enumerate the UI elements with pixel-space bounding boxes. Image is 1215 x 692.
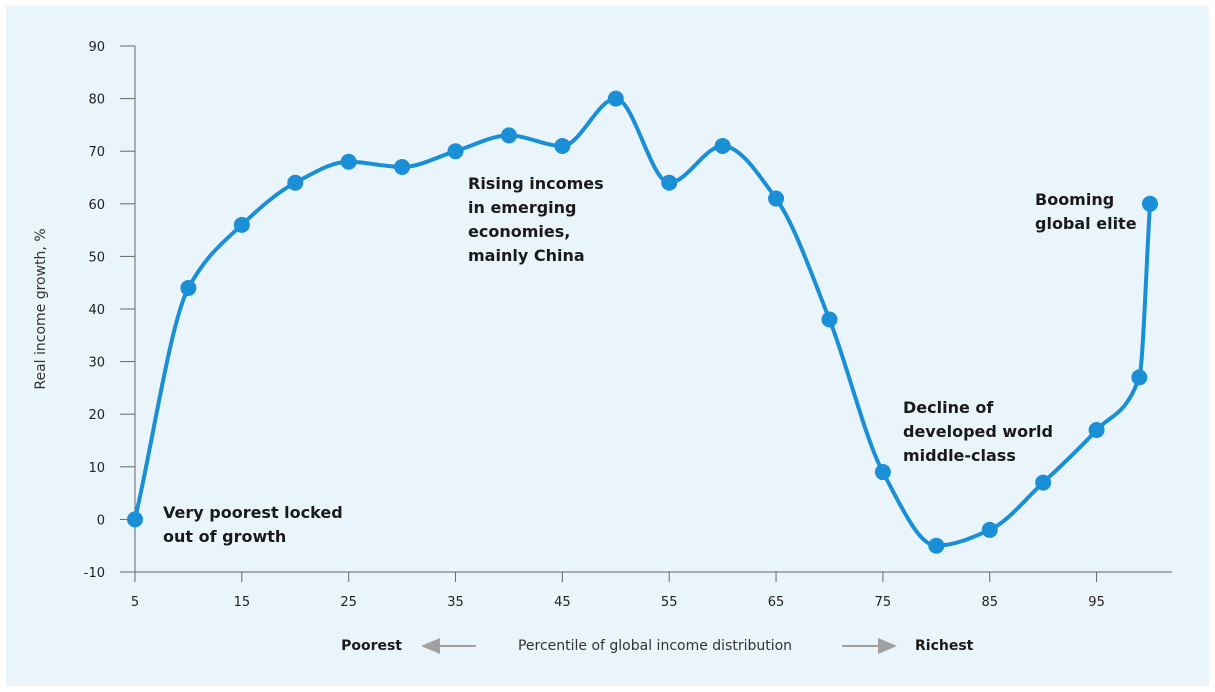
data-point [1142, 195, 1158, 212]
data-point [1088, 421, 1105, 438]
y-tick-label: 80 [88, 93, 105, 108]
x-tick-label: 65 [768, 595, 785, 610]
y-tick-label: 70 [88, 145, 105, 160]
y-axis-title: Real income growth, % [33, 228, 49, 389]
series-line [133, 96, 1152, 548]
annotation-global-elite: Booming global elite [1035, 190, 1137, 233]
y-tick-label: 60 [88, 198, 105, 213]
x-ticks: 5 15 25 35 45 55 65 75 85 95 [131, 572, 1105, 610]
data-point [127, 511, 143, 528]
x-tick-label: 25 [340, 595, 357, 610]
data-points [127, 90, 1158, 554]
data-point [714, 137, 731, 154]
x-tick-label: 55 [661, 595, 678, 610]
y-tick-label: 30 [88, 356, 105, 371]
axes [120, 46, 1172, 573]
x-tick-label: 95 [1088, 595, 1105, 610]
y-ticks: -10 0 10 20 30 40 50 60 70 80 90 [84, 40, 135, 581]
data-point [394, 158, 411, 175]
data-point [661, 174, 678, 191]
data-point [928, 537, 945, 554]
data-point [768, 190, 785, 207]
data-point [821, 311, 838, 328]
data-point [233, 216, 250, 233]
x-tick-label: 5 [131, 595, 139, 610]
y-tick-label: 50 [88, 250, 105, 265]
data-point [554, 137, 571, 154]
data-point [447, 143, 464, 160]
x-tick-label: 75 [875, 595, 892, 610]
data-point [1131, 369, 1148, 386]
arrow-left-icon [421, 638, 476, 654]
annotation-middle-class: Decline of developed world middle-class [903, 398, 1059, 465]
data-point [607, 90, 624, 107]
x-axis-title: Percentile of global income distribution [518, 638, 792, 654]
data-point [287, 174, 304, 191]
arrow-right-icon [842, 638, 897, 654]
x-axis-richest-label: Richest [915, 638, 974, 654]
x-tick-label: 85 [981, 595, 998, 610]
data-point [874, 464, 891, 481]
annotation-emerging: Rising incomes in emerging economies, ma… [468, 174, 609, 265]
y-tick-label: 20 [88, 408, 105, 423]
y-tick-label: -10 [84, 566, 105, 581]
annotation-poorest: Very poorest locked out of growth [163, 503, 348, 546]
y-tick-label: 10 [88, 461, 105, 476]
x-tick-label: 15 [234, 595, 251, 610]
data-point [1035, 474, 1052, 491]
data-point [500, 127, 517, 144]
data-point [340, 153, 357, 170]
y-tick-label: 0 [97, 513, 105, 528]
x-axis-poorest-label: Poorest [341, 638, 402, 654]
x-tick-label: 35 [447, 595, 464, 610]
y-tick-label: 40 [88, 303, 105, 318]
y-tick-label: 90 [88, 40, 105, 55]
chart-panel [6, 6, 1209, 686]
x-tick-label: 45 [554, 595, 571, 610]
data-point [981, 521, 998, 538]
data-point [180, 279, 197, 296]
